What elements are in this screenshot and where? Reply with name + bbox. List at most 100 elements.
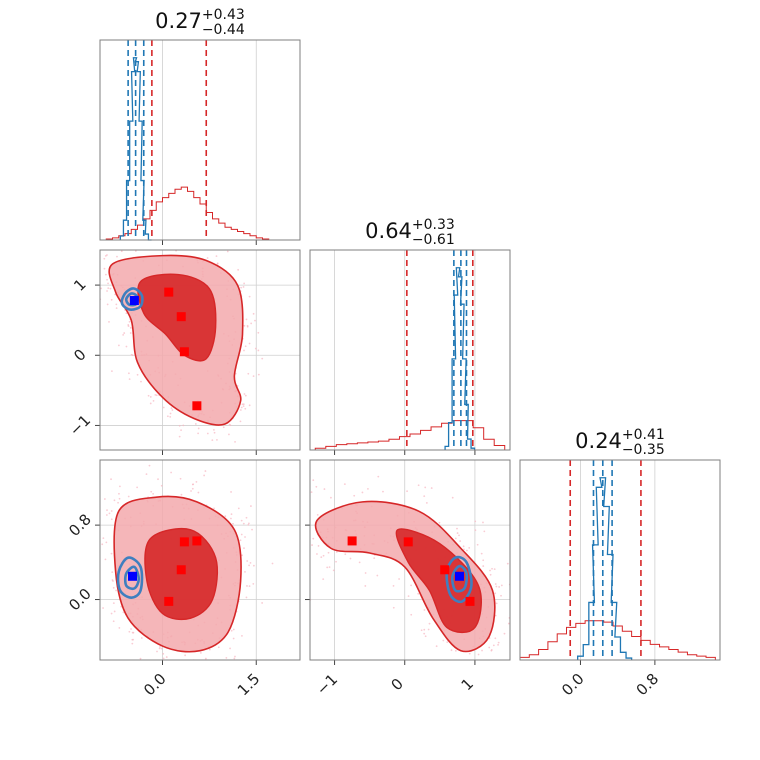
- scatter-point: [147, 394, 150, 397]
- scatter-point: [297, 510, 299, 512]
- scatter-point: [156, 650, 158, 653]
- scatter-point: [506, 562, 509, 565]
- scatter-point: [108, 512, 111, 515]
- scatter-point: [498, 586, 501, 588]
- scatter-point: [117, 344, 120, 347]
- title-median: 0.64: [365, 219, 412, 243]
- scatter-point: [194, 423, 197, 425]
- scatter-point: [105, 273, 107, 276]
- scatter-point: [115, 303, 118, 306]
- scatter-point: [243, 547, 245, 550]
- scatter-point: [246, 560, 249, 562]
- y-tick-label: 0: [70, 346, 89, 365]
- scatter-point: [492, 644, 495, 647]
- scatter-point: [474, 520, 477, 523]
- scatter-point: [248, 585, 251, 588]
- panel-frame: [99, 249, 301, 451]
- scatter-point: [423, 628, 426, 631]
- scatter-point: [106, 509, 108, 512]
- scatter-point: [136, 486, 139, 489]
- scatter-point: [491, 673, 493, 675]
- scatter-point: [169, 416, 172, 418]
- scatter-point: [427, 628, 430, 631]
- scatter-point: [206, 432, 209, 435]
- scatter-point: [451, 496, 454, 499]
- scatter-point: [148, 464, 151, 467]
- red-marker: [347, 536, 357, 546]
- scatter-point: [367, 456, 369, 458]
- scatter-point: [118, 492, 120, 495]
- scatter-point: [102, 607, 104, 609]
- scatter-point: [118, 497, 121, 500]
- scatter-point: [271, 562, 274, 565]
- scatter-point: [93, 283, 95, 285]
- scatter-point: [493, 568, 496, 570]
- scatter-point: [477, 653, 480, 656]
- scatter-point: [353, 494, 356, 497]
- scatter-point: [230, 491, 232, 493]
- scatter-point: [251, 528, 253, 531]
- scatter-point: [483, 530, 486, 533]
- scatter-point: [237, 507, 240, 510]
- scatter-point: [97, 516, 99, 518]
- scatter-point: [241, 554, 243, 557]
- scatter-point: [119, 485, 121, 488]
- scatter-point: [129, 326, 132, 329]
- scatter-point: [468, 547, 471, 549]
- scatter-point: [392, 584, 395, 587]
- scatter-point: [239, 420, 242, 423]
- scatter-point: [224, 515, 227, 518]
- scatter-point: [328, 566, 331, 568]
- scatter-point: [112, 586, 115, 589]
- scatter-point: [187, 661, 189, 663]
- scatter-point: [494, 637, 497, 640]
- scatter-point: [490, 648, 493, 651]
- scatter-point: [169, 412, 172, 415]
- scatter-point: [110, 478, 112, 481]
- scatter-point: [450, 649, 453, 652]
- scatter-point: [160, 647, 163, 650]
- scatter-point: [420, 629, 423, 632]
- x-tick-label: 0.0: [140, 670, 170, 700]
- scatter-point: [93, 253, 95, 255]
- red-marker: [164, 287, 174, 297]
- scatter-point: [102, 537, 105, 540]
- scatter-point: [122, 248, 124, 250]
- blue-marker: [129, 296, 139, 306]
- title-plus: +0.33: [412, 217, 455, 233]
- scatter-point: [417, 484, 420, 487]
- scatter-point: [467, 671, 469, 673]
- x-tick-label: 1.5: [234, 670, 264, 700]
- scatter-point: [199, 652, 202, 654]
- scatter-point: [430, 487, 433, 489]
- title-median: 0.27: [155, 9, 202, 33]
- scatter-point: [500, 584, 503, 587]
- scatter-point: [358, 561, 361, 564]
- scatter-point: [311, 544, 313, 546]
- scatter-point: [248, 295, 251, 298]
- scatter-point: [145, 473, 148, 475]
- scatter-point: [228, 423, 231, 426]
- scatter-point: [152, 492, 155, 495]
- y-tick-label: 0.0: [65, 585, 95, 615]
- scatter-point: [115, 589, 117, 592]
- scatter-point: [169, 231, 171, 233]
- scatter-point: [197, 427, 200, 430]
- scatter-point: [438, 521, 441, 524]
- scatter-point: [166, 415, 169, 418]
- panel-frame: [99, 459, 301, 661]
- scatter-point: [252, 375, 255, 378]
- red-marker: [403, 537, 413, 547]
- scatter-point: [252, 564, 255, 567]
- scatter-point: [184, 677, 186, 679]
- scatter-point: [105, 514, 108, 516]
- red-marker: [176, 565, 186, 575]
- scatter-point: [160, 484, 163, 487]
- scatter-point: [308, 544, 310, 546]
- x-tick-label: 0.0: [558, 670, 588, 700]
- scatter-point: [191, 663, 193, 665]
- scatter-point: [407, 595, 410, 597]
- scatter-point: [335, 551, 338, 553]
- scatter-point: [246, 325, 249, 328]
